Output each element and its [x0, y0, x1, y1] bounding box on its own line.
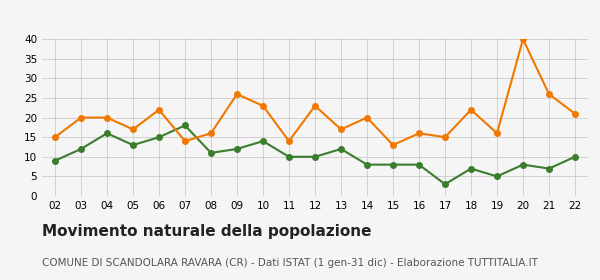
Line: Decessi: Decessi	[52, 36, 578, 148]
Decessi	[52, 136, 59, 139]
Nascite	[77, 147, 85, 151]
Nascite	[181, 124, 188, 127]
Nascite	[493, 175, 500, 178]
Decessi	[233, 92, 241, 96]
Decessi	[181, 139, 188, 143]
Nascite	[311, 155, 319, 158]
Decessi	[259, 104, 266, 108]
Decessi	[467, 108, 475, 111]
Decessi	[337, 128, 344, 131]
Decessi	[77, 116, 85, 119]
Decessi	[389, 143, 397, 147]
Decessi	[571, 112, 578, 115]
Decessi	[493, 132, 500, 135]
Decessi	[130, 128, 137, 131]
Decessi	[415, 132, 422, 135]
Nascite	[545, 167, 553, 170]
Decessi	[286, 139, 293, 143]
Nascite	[415, 163, 422, 166]
Decessi	[208, 132, 215, 135]
Nascite	[286, 155, 293, 158]
Nascite	[233, 147, 241, 151]
Nascite	[442, 183, 449, 186]
Decessi	[545, 92, 553, 96]
Nascite	[571, 155, 578, 158]
Nascite	[208, 151, 215, 155]
Nascite	[52, 159, 59, 162]
Nascite	[103, 132, 110, 135]
Legend: Nascite, Decessi: Nascite, Decessi	[237, 0, 393, 4]
Decessi	[442, 136, 449, 139]
Decessi	[103, 116, 110, 119]
Nascite	[155, 136, 163, 139]
Decessi	[364, 116, 371, 119]
Nascite	[389, 163, 397, 166]
Decessi	[155, 108, 163, 111]
Nascite	[337, 147, 344, 151]
Line: Nascite: Nascite	[52, 123, 578, 187]
Nascite	[520, 163, 527, 166]
Nascite	[467, 167, 475, 170]
Text: Movimento naturale della popolazione: Movimento naturale della popolazione	[42, 224, 371, 239]
Nascite	[130, 143, 137, 147]
Decessi	[311, 104, 319, 108]
Decessi	[520, 38, 527, 41]
Nascite	[364, 163, 371, 166]
Text: COMUNE DI SCANDOLARA RAVARA (CR) - Dati ISTAT (1 gen-31 dic) - Elaborazione TUTT: COMUNE DI SCANDOLARA RAVARA (CR) - Dati …	[42, 258, 538, 268]
Nascite	[259, 139, 266, 143]
